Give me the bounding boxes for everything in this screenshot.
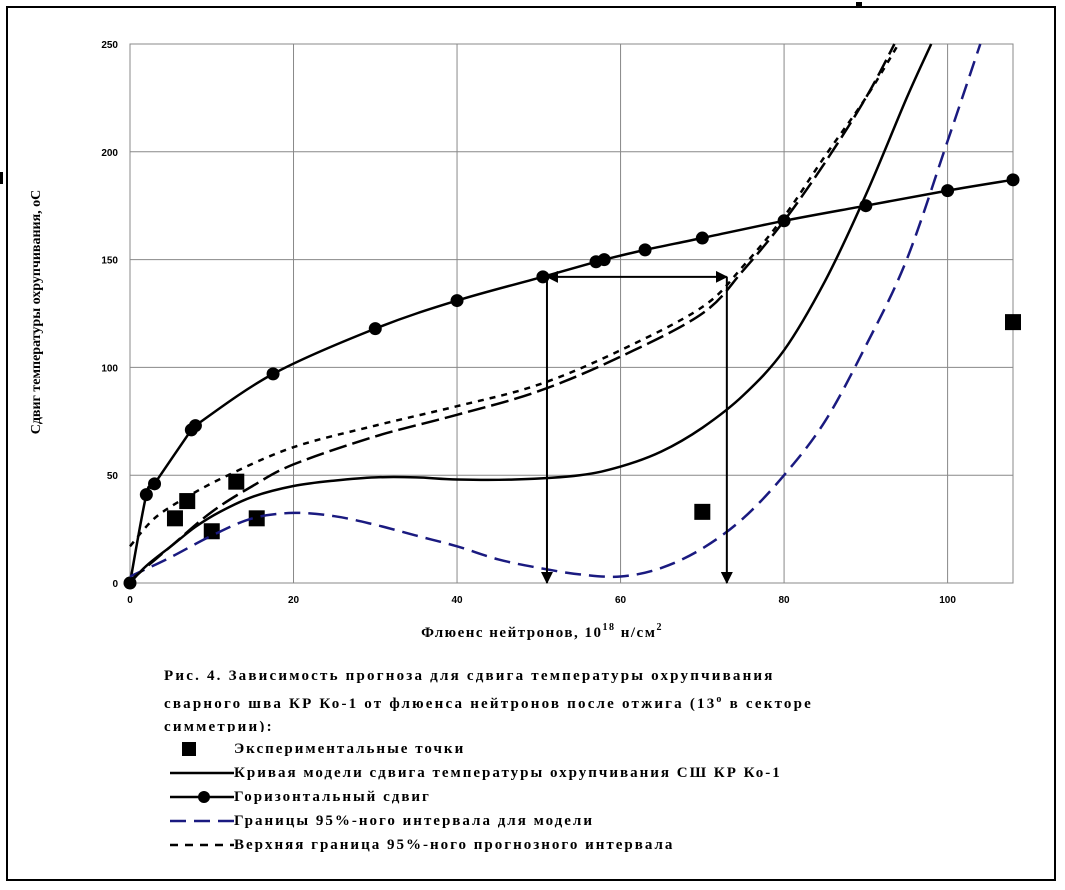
caption-line-2-post: в секторе [723, 696, 814, 712]
data-point-square [228, 473, 245, 490]
series-line [128, 178, 1014, 584]
legend-label-shift: Горизонтальный сдвиг [234, 788, 431, 805]
y-tick-label: 200 [101, 148, 118, 159]
grid [129, 43, 1014, 584]
series-marker-circle [188, 419, 202, 433]
series-marker-circle [139, 488, 153, 502]
x-tick-label: 0 [127, 595, 133, 606]
series-line [129, 43, 896, 582]
caption-line-3: симметрии): [164, 719, 274, 732]
series-short-dash [129, 43, 900, 548]
series-marker-circle [123, 576, 137, 590]
x-tick-label: 60 [615, 595, 627, 606]
caption-line-2-pre: сварного шва КР Ко-1 от флюенса нейтроно… [164, 696, 717, 712]
x-tick-label: 80 [779, 595, 791, 606]
chart: 0 50 100 150 200 250 0 20 40 60 80 100 Сдвиг темпер… [29, 40, 1021, 641]
caption-line-1: Рис. 4. Зависимость прогноза для сдвига … [164, 668, 775, 684]
legend-item-bounds: Границы 95%-ного интервала для модели [150, 809, 782, 833]
figure-caption: Рис. 4. Зависимость прогноза для сдвига … [164, 665, 994, 732]
data-point-square [179, 493, 196, 510]
legend-short-dash-icon [170, 843, 234, 847]
legend-solid-line-icon [170, 771, 234, 775]
y-tick-label: 150 [101, 256, 118, 267]
caption-line-2-sup: o [716, 694, 724, 705]
y-axis-title: Сдвиг температуры охрупчивания, оС [29, 190, 44, 435]
x-tick-label: 40 [451, 595, 463, 606]
x-tick-label: 20 [288, 595, 300, 606]
data-point-square [248, 510, 265, 527]
series-marker-circle [859, 199, 873, 213]
y-tick-label: 50 [107, 471, 119, 482]
legend-blue-dash-icon [170, 819, 234, 823]
series-marker-circle [148, 477, 162, 491]
legend-label-points: Экспериментальные точки [234, 740, 466, 757]
series-line [129, 43, 982, 579]
x-axis-title-unit: н/см [616, 625, 657, 641]
caption-line-2: сварного шва КР Ко-1 от флюенса нейтроно… [164, 688, 994, 716]
legend-line-circle-icon [170, 791, 234, 803]
legend-label-upper: Верхняя граница 95%-ного прогнозного инт… [234, 836, 675, 853]
x-axis-title-main: Флюенс нейтронов, 10 [421, 625, 602, 641]
y-tick-label: 100 [101, 363, 118, 374]
legend-item-shift: Горизонтальный сдвиг [150, 785, 782, 809]
series-blue-dash [129, 43, 982, 579]
series-layer [123, 43, 1021, 590]
legend-label-bounds: Границы 95%-ного интервала для модели [234, 812, 594, 829]
x-tick-label: 100 [939, 595, 956, 606]
series-black-dash [129, 43, 896, 582]
series-marker-circle [266, 367, 280, 381]
x-axis-title-exp: 18 [603, 622, 616, 633]
series-marker-circle [941, 184, 955, 198]
tick-labels: 0 50 100 150 200 250 0 20 40 60 80 100 [101, 40, 956, 606]
legend-item-model: Кривая модели сдвига температуры охрупчи… [150, 761, 782, 785]
data-point-square [1005, 314, 1021, 331]
data-point-square [203, 523, 220, 540]
legend: Экспериментальные точки Кривая модели сд… [150, 737, 782, 857]
legend-item-upper: Верхняя граница 95%-ного прогнозного инт… [150, 833, 782, 857]
plot-area [129, 43, 1014, 584]
series-marker-circle [450, 294, 464, 308]
series-line [129, 43, 933, 584]
data-point-square [166, 510, 183, 527]
legend-item-points: Экспериментальные точки [150, 737, 782, 761]
x-axis-title-unit-exp: 2 [656, 622, 663, 633]
legend-square-icon [182, 742, 196, 756]
series-solid [129, 43, 933, 584]
series-marker-circle [368, 322, 382, 336]
data-point-square [694, 503, 711, 520]
series-marker-circle [695, 231, 709, 245]
arrows-layer [540, 270, 733, 584]
x-axis-title: Флюенс нейтронов, 1018 н/см2 [421, 622, 663, 641]
series-marker-circle [638, 243, 652, 257]
y-tick-label: 250 [101, 40, 118, 51]
series-marker-circle [597, 253, 611, 267]
edge-mark-top [856, 2, 862, 7]
series-marker-circle [1006, 173, 1020, 187]
figure-frame [6, 6, 1056, 881]
legend-label-model: Кривая модели сдвига температуры охрупчи… [234, 764, 782, 781]
series-line [129, 43, 900, 548]
y-tick-label: 0 [112, 579, 118, 590]
edge-mark-left [0, 172, 3, 184]
series-solid-circle [123, 173, 1020, 590]
